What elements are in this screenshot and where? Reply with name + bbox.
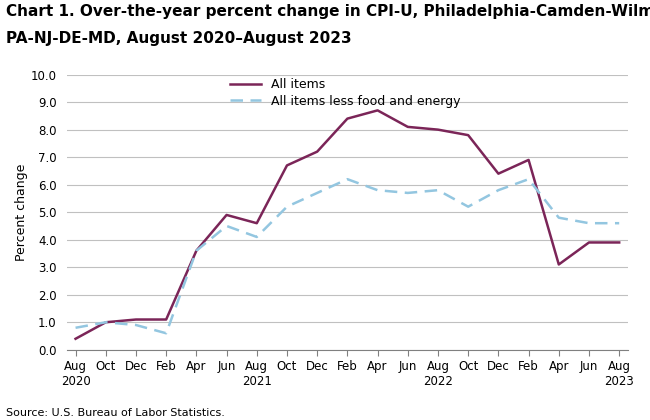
- All items less food and energy: [616, 220, 623, 226]
- All items: [102, 320, 110, 325]
- Y-axis label: Percent change: Percent change: [15, 163, 28, 261]
- Line: All items less food and energy: All items less food and energy: [75, 179, 619, 333]
- All items: [555, 262, 563, 267]
- Legend: All items, All items less food and energy: All items, All items less food and energ…: [230, 78, 461, 108]
- All items: [132, 317, 140, 322]
- All items less food and energy: [283, 204, 291, 209]
- Text: Chart 1. Over-the-year percent change in CPI-U, Philadelphia-Camden-Wilmington,: Chart 1. Over-the-year percent change in…: [6, 4, 650, 19]
- All items less food and energy: [72, 325, 79, 330]
- All items less food and energy: [162, 331, 170, 336]
- Text: Source: U.S. Bureau of Labor Statistics.: Source: U.S. Bureau of Labor Statistics.: [6, 408, 226, 418]
- All items: [434, 127, 442, 132]
- All items less food and energy: [464, 204, 472, 209]
- All items less food and energy: [555, 215, 563, 220]
- All items: [192, 248, 200, 253]
- All items: [283, 163, 291, 168]
- Line: All items: All items: [75, 110, 619, 339]
- All items less food and energy: [434, 188, 442, 193]
- All items less food and energy: [404, 190, 411, 195]
- All items: [223, 213, 231, 218]
- All items: [253, 220, 261, 226]
- All items: [374, 108, 382, 113]
- All items: [343, 116, 351, 121]
- All items: [616, 240, 623, 245]
- All items less food and energy: [525, 177, 532, 182]
- All items less food and energy: [343, 177, 351, 182]
- All items: [313, 149, 321, 154]
- All items less food and energy: [253, 234, 261, 239]
- All items: [464, 133, 472, 138]
- All items: [162, 317, 170, 322]
- All items less food and energy: [495, 188, 502, 193]
- All items less food and energy: [102, 320, 110, 325]
- All items less food and energy: [374, 188, 382, 193]
- All items: [495, 171, 502, 176]
- All items less food and energy: [132, 323, 140, 328]
- All items: [525, 158, 532, 163]
- All items: [585, 240, 593, 245]
- Text: PA-NJ-DE-MD, August 2020–August 2023: PA-NJ-DE-MD, August 2020–August 2023: [6, 32, 352, 47]
- All items: [72, 336, 79, 341]
- All items less food and energy: [585, 220, 593, 226]
- All items less food and energy: [192, 248, 200, 253]
- All items: [404, 124, 411, 129]
- All items less food and energy: [223, 223, 231, 228]
- All items less food and energy: [313, 190, 321, 195]
